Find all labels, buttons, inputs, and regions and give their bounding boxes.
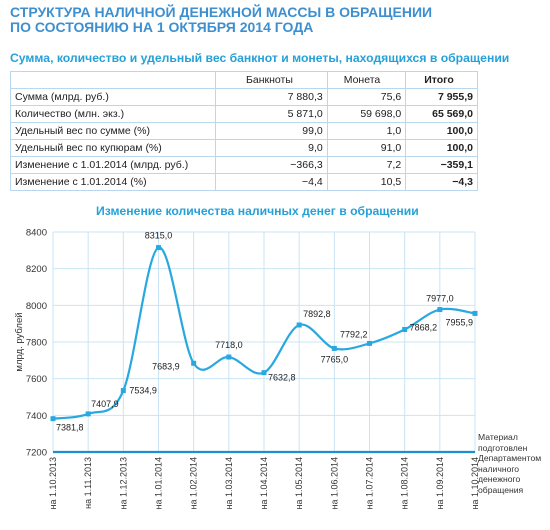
cell-total: −359,1 [405, 156, 478, 174]
cell-banknotes: 7 880,3 [215, 88, 328, 106]
cell-total: 7 955,9 [405, 88, 478, 106]
table-row: Удельный вес по купюрам (%) 9,0 91,0 100… [10, 139, 478, 157]
data-label: 7534,9 [129, 386, 157, 396]
row-label: Изменение с 1.01.2014 (млрд. руб.) [10, 156, 216, 174]
data-label: 7977,0 [426, 294, 454, 304]
data-label: 7632,8 [268, 373, 296, 383]
data-point [50, 416, 56, 422]
source-note: Материал подготовлен Департаментом налич… [478, 432, 548, 495]
data-point [472, 310, 478, 316]
y-tick-label: 8000 [26, 301, 47, 312]
chart-title: Изменение количества наличных денег в об… [96, 204, 419, 218]
y-tick-label: 7400 [26, 411, 47, 422]
data-point [331, 345, 337, 351]
data-point [296, 322, 302, 328]
data-label: 7792,2 [340, 329, 368, 339]
data-label: 7381,8 [56, 423, 84, 433]
x-tick-label: на 1.08.2014 [400, 457, 410, 510]
source-note-line: подготовлен [478, 442, 528, 453]
header-total: Итого [405, 71, 478, 89]
x-tick-label: на 1.07.2014 [365, 457, 375, 510]
table-row: Количество (млн. экз.) 5 871,0 59 698,0 … [10, 105, 478, 123]
table-row: Сумма (млрд. руб.) 7 880,3 75,6 7 955,9 [10, 88, 478, 106]
cell-total: 100,0 [405, 122, 478, 140]
source-note-line: денежного [478, 474, 521, 484]
row-label: Количество (млн. экз.) [10, 105, 216, 123]
data-point [85, 411, 91, 417]
data-label: 7765,0 [321, 354, 349, 364]
table-title: Сумма, количество и удельный вес банкнот… [10, 51, 510, 65]
cell-coins: 59 698,0 [326, 105, 407, 123]
data-label: 7718,0 [215, 340, 243, 350]
data-label: 7868,2 [410, 322, 438, 332]
data-label: 8315,0 [145, 231, 173, 241]
data-point [367, 340, 372, 346]
y-tick-label: 7200 [26, 448, 47, 459]
x-tick-label: на 1.05.2014 [294, 457, 304, 510]
cell-coins: 10,5 [326, 173, 407, 191]
title-line-2: ПО СОСТОЯНИЮ НА 1 ОКТЯБРЯ 2014 ГОДА [10, 19, 314, 35]
y-tick-label: 8400 [26, 228, 47, 239]
source-note-line: Департаментом [478, 453, 542, 463]
cell-total: 65 569,0 [405, 105, 478, 123]
data-point [120, 388, 126, 394]
y-tick-label: 7600 [26, 374, 47, 385]
source-note-line: наличного [478, 463, 520, 474]
cell-banknotes: 99,0 [215, 122, 328, 140]
data-point [261, 370, 267, 376]
cell-coins: 91,0 [326, 139, 407, 157]
title-line-1: СТРУКТУРА НАЛИЧНОЙ ДЕНЕЖНОЙ МАССЫ В ОБРА… [10, 4, 433, 20]
y-axis-label: млрд. рублей [14, 312, 25, 371]
x-tick-label: на 1.12.2013 [118, 457, 128, 510]
data-label: 7955,9 [445, 317, 473, 327]
x-tick-label: на 1.10.2014 [470, 457, 480, 510]
cell-banknotes: 9,0 [215, 139, 328, 157]
source-note-line: Материал [478, 432, 518, 442]
cell-coins: 1,0 [326, 122, 407, 140]
cell-total: −4,3 [405, 173, 478, 191]
cell-coins: 7,2 [326, 156, 407, 174]
data-point [226, 354, 232, 360]
row-label: Удельный вес по купюрам (%) [10, 139, 216, 157]
header-coins: Монета [326, 71, 407, 89]
data-point [437, 307, 443, 313]
cash-in-circulation-chart: 7200 7400 7600 7800 8000 8200 8400 млрд. рублей… [14, 228, 480, 510]
data-label: 7683,9 [152, 361, 180, 371]
y-tick-label: 7800 [26, 338, 47, 349]
x-tick-label: на 1.03.2014 [224, 457, 234, 510]
table-row: Изменение с 1.01.2014 (%) −4,4 10,5 −4,3 [10, 173, 478, 191]
x-tick-label: на 1.10.2013 [48, 457, 58, 510]
table-row: Удельный вес по сумме (%) 99,0 1,0 100,0 [10, 122, 478, 140]
data-point [191, 360, 197, 366]
data-point [402, 326, 408, 332]
table-row: Изменение с 1.01.2014 (млрд. руб.) −366,… [10, 156, 478, 174]
y-tick-label: 8200 [26, 264, 47, 275]
x-tick-label: на 1.06.2014 [329, 457, 339, 510]
row-label: Удельный вес по сумме (%) [10, 122, 216, 140]
header-banknotes: Банкноты [215, 71, 328, 89]
x-tick-label: на 1.11.2013 [83, 457, 93, 509]
currency-structure-table: Банкноты Монета Итого Сумма (млрд. руб.)… [10, 71, 478, 191]
source-note-line: обращения [478, 484, 524, 495]
data-point [156, 245, 161, 251]
data-label: 7892,8 [303, 309, 331, 319]
data-label: 7407,9 [91, 399, 119, 409]
x-tick-label: на 1.09.2014 [435, 457, 445, 510]
cell-total: 100,0 [405, 139, 478, 157]
cell-banknotes: −4,4 [215, 173, 328, 191]
cell-coins: 75,6 [326, 88, 407, 106]
x-tick-label: на 1.04.2014 [259, 457, 269, 510]
x-tick-label: на 1.02.2014 [189, 457, 199, 510]
page-title: СТРУКТУРА НАЛИЧНОЙ ДЕНЕЖНОЙ МАССЫ В ОБРА… [10, 5, 540, 35]
cell-banknotes: 5 871,0 [215, 105, 328, 123]
header-empty [10, 71, 216, 89]
row-label: Сумма (млрд. руб.) [10, 88, 216, 106]
table-header-row: Банкноты Монета Итого [10, 71, 478, 89]
cell-banknotes: −366,3 [215, 156, 328, 174]
series-line [52, 246, 476, 420]
x-tick-label: на 1.01.2014 [154, 457, 164, 510]
row-label: Изменение с 1.01.2014 (%) [10, 173, 216, 191]
